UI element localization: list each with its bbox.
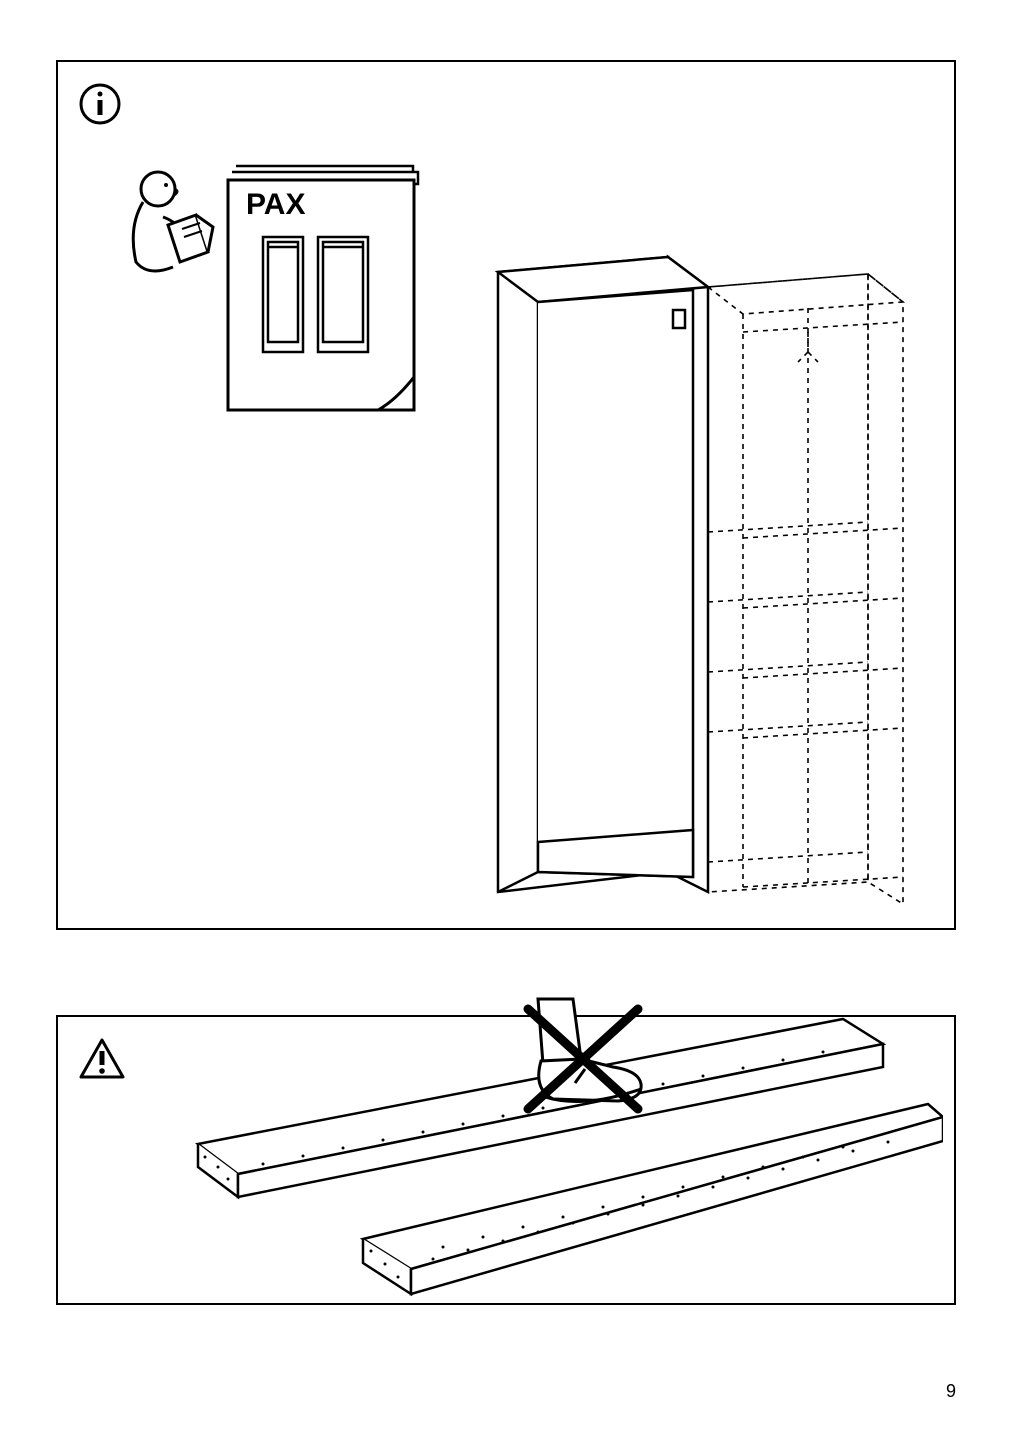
warning-icon [78, 1037, 126, 1086]
person-reading-icon [118, 167, 228, 292]
pax-manual-booklet: PAX [218, 162, 428, 427]
do-not-step-diagram [143, 989, 943, 1304]
wardrobe-diagram [468, 232, 928, 937]
info-icon [78, 82, 122, 131]
instruction-page: PAX [0, 0, 1012, 1432]
warning-panel [56, 1015, 956, 1305]
info-panel: PAX [56, 60, 956, 930]
page-number: 9 [946, 1381, 956, 1402]
booklet-title-text: PAX [246, 188, 305, 221]
